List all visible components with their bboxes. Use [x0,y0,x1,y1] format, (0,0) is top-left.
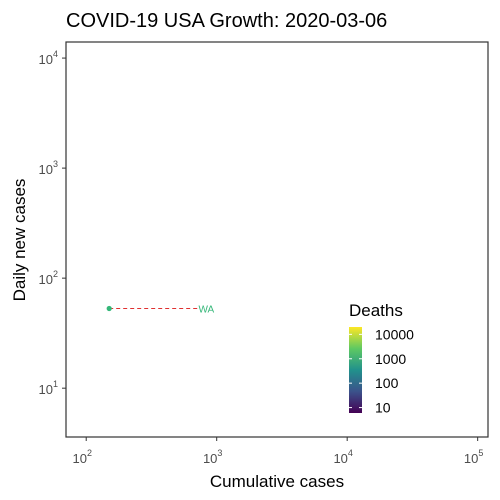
x-tick-base: 10 [464,451,478,466]
data-layer: WA [106,304,215,315]
point-label: WA [198,304,214,315]
x-tick-exponent: 4 [348,448,353,458]
x-tick-base: 10 [203,451,217,466]
legend-title: Deaths [349,301,403,320]
x-axis: 102103104105106 [72,437,483,466]
y-tick-exponent: 4 [53,49,58,59]
x-tick-label: 105 [464,448,483,466]
x-tick-label: 104 [333,448,352,466]
y-tick-label: 104 [39,49,58,67]
x-axis-label: Cumulative cases [210,472,344,491]
data-point [106,305,112,312]
x-tick-label: 103 [203,448,222,466]
x-tick-exponent: 5 [478,448,483,458]
y-tick-base: 10 [39,162,53,177]
y-tick-base: 10 [39,272,53,287]
y-tick-base: 10 [39,52,53,67]
x-tick-base: 10 [333,451,347,466]
legend-label: 10 [375,400,391,416]
x-tick-exponent: 3 [217,448,222,458]
y-tick-label: 103 [39,159,58,177]
y-axis-label: Daily new cases [10,179,29,302]
y-tick-label: 101 [39,379,58,397]
plot-panel [65,41,489,438]
legend-label: 1000 [375,351,406,367]
y-tick-exponent: 3 [53,159,58,169]
y-tick-exponent: 2 [53,269,58,279]
y-tick-base: 10 [39,382,53,397]
y-tick-exponent: 1 [53,379,58,389]
legend-label: 10000 [375,326,414,342]
y-tick-label: 102 [39,269,58,287]
legend-colorbar [349,327,362,413]
x-tick-base: 10 [72,451,86,466]
legend: Deaths 10000 1000 100 10 [349,301,414,416]
legend-label: 100 [375,375,399,391]
x-tick-label: 102 [72,448,91,466]
chart-title: COVID-19 USA Growth: 2020-03-06 [66,10,387,32]
x-tick-exponent: 2 [87,448,92,458]
